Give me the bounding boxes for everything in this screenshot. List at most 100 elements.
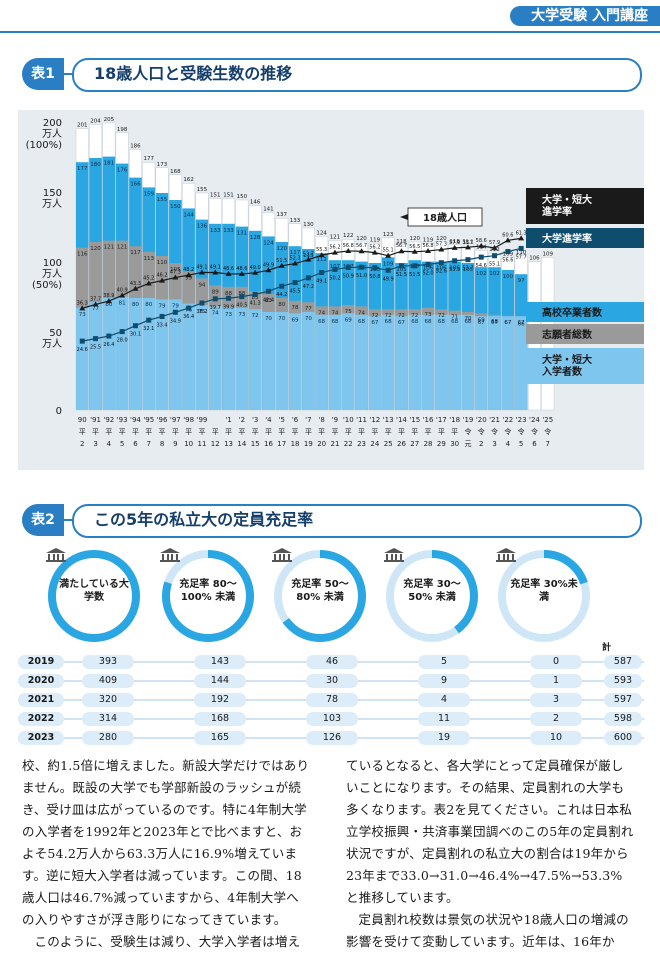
label-graduates: 131 [237,231,248,237]
label-graduates: 112 [316,257,327,263]
label-applicants: 80 [278,302,285,308]
era-label-prefix: 平 [212,428,219,436]
rate-incl-junior-point [318,252,325,258]
label-applicants: 88 [238,291,245,297]
label-enrollees: 73 [79,312,86,318]
label-enrollees: 67 [398,320,405,326]
header-rule [0,31,660,33]
label-enrollees: 81 [119,301,126,307]
rate-univ-value: 24.6 [77,347,88,353]
label-enrollees: 69 [292,317,299,323]
label-graduates: 177 [77,166,88,172]
era-label-prefix: 令 [518,427,525,436]
label-population: 146 [250,200,261,206]
rate-univ-point [492,253,498,259]
body-column-left: 校、約1.5倍に増えました。新設大学だけではありません。既設の大学でも学部新設の… [22,755,310,953]
rate-incl-junior-point [119,292,126,298]
bar-enrollees [248,309,262,410]
label-enrollees: 68 [411,319,418,325]
rate-incl-junior-value: 56.8 [422,243,433,249]
row-value: 192 [194,693,246,707]
table-row: 2021 320 192 78 4 3 597 [18,693,644,707]
era-label-prefix: 平 [79,428,86,436]
label-population: 123 [383,232,394,238]
label-population: 120 [356,236,367,242]
rate-univ-point [332,266,338,272]
donut-ring [162,550,254,642]
era-label-prefix: 平 [451,428,458,436]
bar-enrollees [222,307,235,410]
x-tick-label: '11 [356,416,367,424]
heading-connector [64,519,74,521]
rate-incl-junior-value: 48.6 [223,266,234,272]
era-label-prefix: 平 [265,428,272,436]
donut-label: 満たしている大学数 [59,579,129,603]
label-enrollees: 79 [172,303,179,309]
label-applicants: 72 [438,313,445,319]
label-population: 186 [130,144,141,150]
x-tick-label: 90 [78,416,87,424]
label-applicants: 88 [225,291,232,297]
era-label-year: 15 [251,440,260,448]
label-population: 117 [463,240,474,246]
x-tick-label: '12 [369,416,380,424]
row-value: 19 [418,731,470,745]
row-value: 280 [82,731,134,745]
rate-incl-junior-value: 60.6 [502,232,513,238]
rate-incl-junior-value: 45.2 [143,275,154,281]
label-enrollees: 68 [318,319,325,325]
bar-enrollees [381,314,395,410]
x-tick-label: '94 [130,416,141,424]
legend-enrollees: 大学・短大 [542,353,592,366]
label-graduates: 115 [303,253,314,259]
y-tick-label: 万人 [42,128,62,140]
label-enrollees: 68 [331,319,338,325]
bar-enrollees [475,316,488,410]
label-applicants: 67 [504,320,511,326]
label-applicants: 83 [265,298,272,304]
rate-univ-point [212,296,218,302]
label-applicants: 105 [170,267,181,273]
table1-tag: 表1 [22,58,64,90]
donut-fill [386,550,478,642]
x-tick-label: '96 [157,416,168,424]
label-applicants: 78 [292,305,299,311]
y-tick-label: (50%) [32,280,62,291]
era-label-year: 11 [197,440,206,448]
donut-label: 充足率 50～80% 未満 [291,579,349,603]
era-label-prefix: 平 [358,428,365,436]
university-building-icon [160,548,180,562]
rate-incl-junior-value: 57.9 [449,240,460,246]
rate-univ-value: 53.3 [449,267,460,273]
era-label-year: 21 [330,440,339,448]
page-header: 大学受験 入門講座 [470,0,660,34]
legend-rate-incl-junior: 大学・短大 [542,193,592,206]
x-tick-label: '2 [239,416,245,424]
era-label-year: 8 [160,440,164,448]
row-year: 2021 [18,693,64,707]
x-tick-label: '20 [476,416,487,424]
label-graduates: 181 [104,161,115,167]
rate-univ-point [226,295,232,301]
y-tick-label: 万人 [42,338,62,350]
x-tick-label: '17 [436,416,447,424]
label-enrollees: 68 [464,319,471,325]
row-value: 2 [530,712,582,726]
era-label-prefix: 平 [438,428,445,436]
rate-incl-junior-value: 56.7 [396,243,407,249]
donut-label: 充足率 30～50% 未満 [403,579,461,603]
rate-univ-point [505,249,511,255]
fill-rate-donut: 充足率 30～50% 未満 [384,548,480,644]
rate-incl-junior-point [518,235,525,241]
rate-incl-junior-value: 51.5 [276,258,287,264]
rate-incl-junior-value: 49.1 [210,265,221,271]
label-population: 112 [489,247,500,253]
rate-univ-value: 52.0 [422,270,433,276]
row-value: 9 [418,674,470,688]
era-label-year: 25 [384,440,393,448]
label-enrollees: 68 [425,319,432,325]
row-value: 1 [530,674,582,688]
heading-connector [64,73,74,75]
rate-univ-point [372,265,378,271]
rate-univ-value: 51.5 [409,272,420,278]
